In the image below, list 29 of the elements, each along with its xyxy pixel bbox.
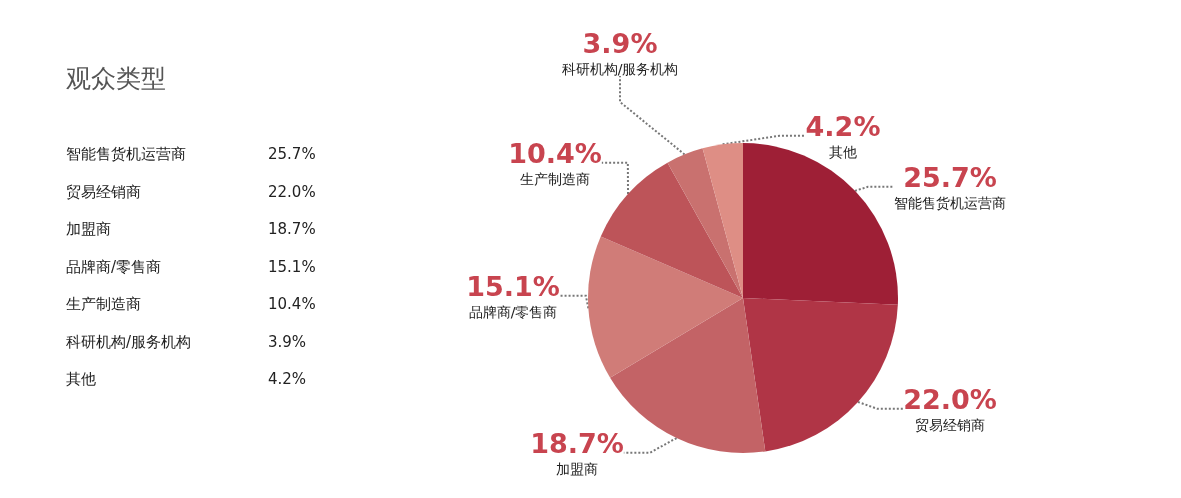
category-label: 加盟商 — [66, 220, 111, 238]
category-label: 科研机构/服务机构 — [66, 332, 192, 351]
text: 10.4% — [268, 295, 316, 313]
slice-label: 贸易经销商 — [915, 417, 985, 433]
data-label: 22.0% — [903, 383, 997, 415]
category-label: 品牌商/零售商 — [66, 257, 162, 276]
slice-label: 加盟商 — [556, 461, 598, 477]
text: 15.1% — [268, 257, 316, 276]
data-label: 18.7% — [530, 427, 624, 459]
data-label: 3.9% — [582, 27, 658, 59]
text: 3.9% — [268, 332, 307, 351]
category-label: 智能售货机运营商 — [66, 145, 186, 163]
text: 25.7% — [268, 145, 316, 163]
category-label: 其他 — [66, 370, 96, 388]
data-label: 25.7% — [903, 161, 997, 193]
data-label: 15.1% — [466, 270, 560, 302]
slice-label: 生产制造商 — [520, 171, 590, 187]
data-label: 4.2% — [805, 110, 881, 142]
text: 4.2% — [268, 370, 307, 388]
text: 22.0% — [268, 182, 316, 201]
slice-label: 品牌商/零售商 — [468, 304, 558, 320]
data-label: 10.4% — [508, 137, 602, 169]
text: 18.7% — [268, 220, 316, 238]
text: 观众类型 — [66, 63, 166, 95]
slice-label: 其他 — [829, 144, 857, 160]
category-label: 贸易经销商 — [66, 182, 141, 201]
slice-label: 科研机构/服务机构 — [561, 61, 679, 77]
slice-label: 智能售货机运营商 — [894, 195, 1006, 211]
category-label: 生产制造商 — [66, 295, 141, 313]
